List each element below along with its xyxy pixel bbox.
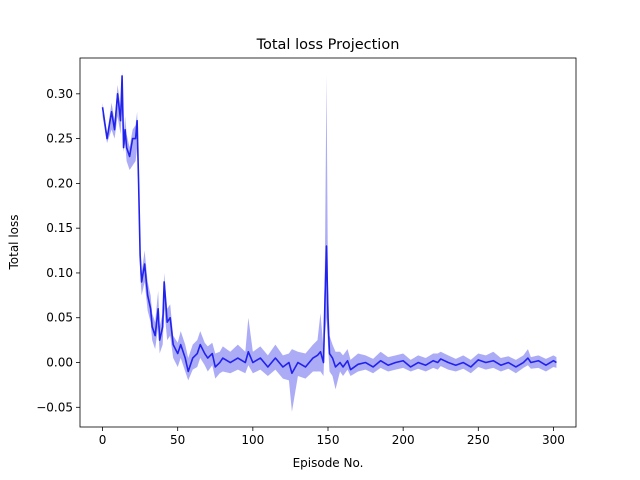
y-tick-label: 0.00 <box>46 356 73 370</box>
x-tick-label: 0 <box>99 433 107 447</box>
y-axis: −0.05 0.00 0.05 0.10 0.15 0.20 0.25 0.30 <box>36 87 80 414</box>
x-axis: 0 50 100 150 200 250 300 <box>99 427 565 447</box>
plot-area <box>101 71 557 412</box>
y-tick-label: 0.05 <box>46 311 73 325</box>
x-tick-label: 150 <box>317 433 340 447</box>
x-tick-label: 100 <box>241 433 264 447</box>
y-tick-label: 0.20 <box>46 176 73 190</box>
x-tick-label: 300 <box>542 433 565 447</box>
mean-loss-line <box>101 75 557 375</box>
x-tick-label: 50 <box>170 433 185 447</box>
y-tick-label: 0.25 <box>46 132 73 146</box>
y-tick-label: −0.05 <box>36 400 73 414</box>
chart-title: Total loss Projection <box>256 37 400 53</box>
y-tick-label: 0.15 <box>46 221 73 235</box>
x-tick-label: 250 <box>467 433 490 447</box>
y-axis-title: Total loss <box>7 214 21 270</box>
y-tick-label: 0.30 <box>46 87 73 101</box>
y-tick-label: 0.10 <box>46 266 73 280</box>
x-tick-label: 200 <box>392 433 415 447</box>
x-axis-title: Episode No. <box>293 456 364 470</box>
